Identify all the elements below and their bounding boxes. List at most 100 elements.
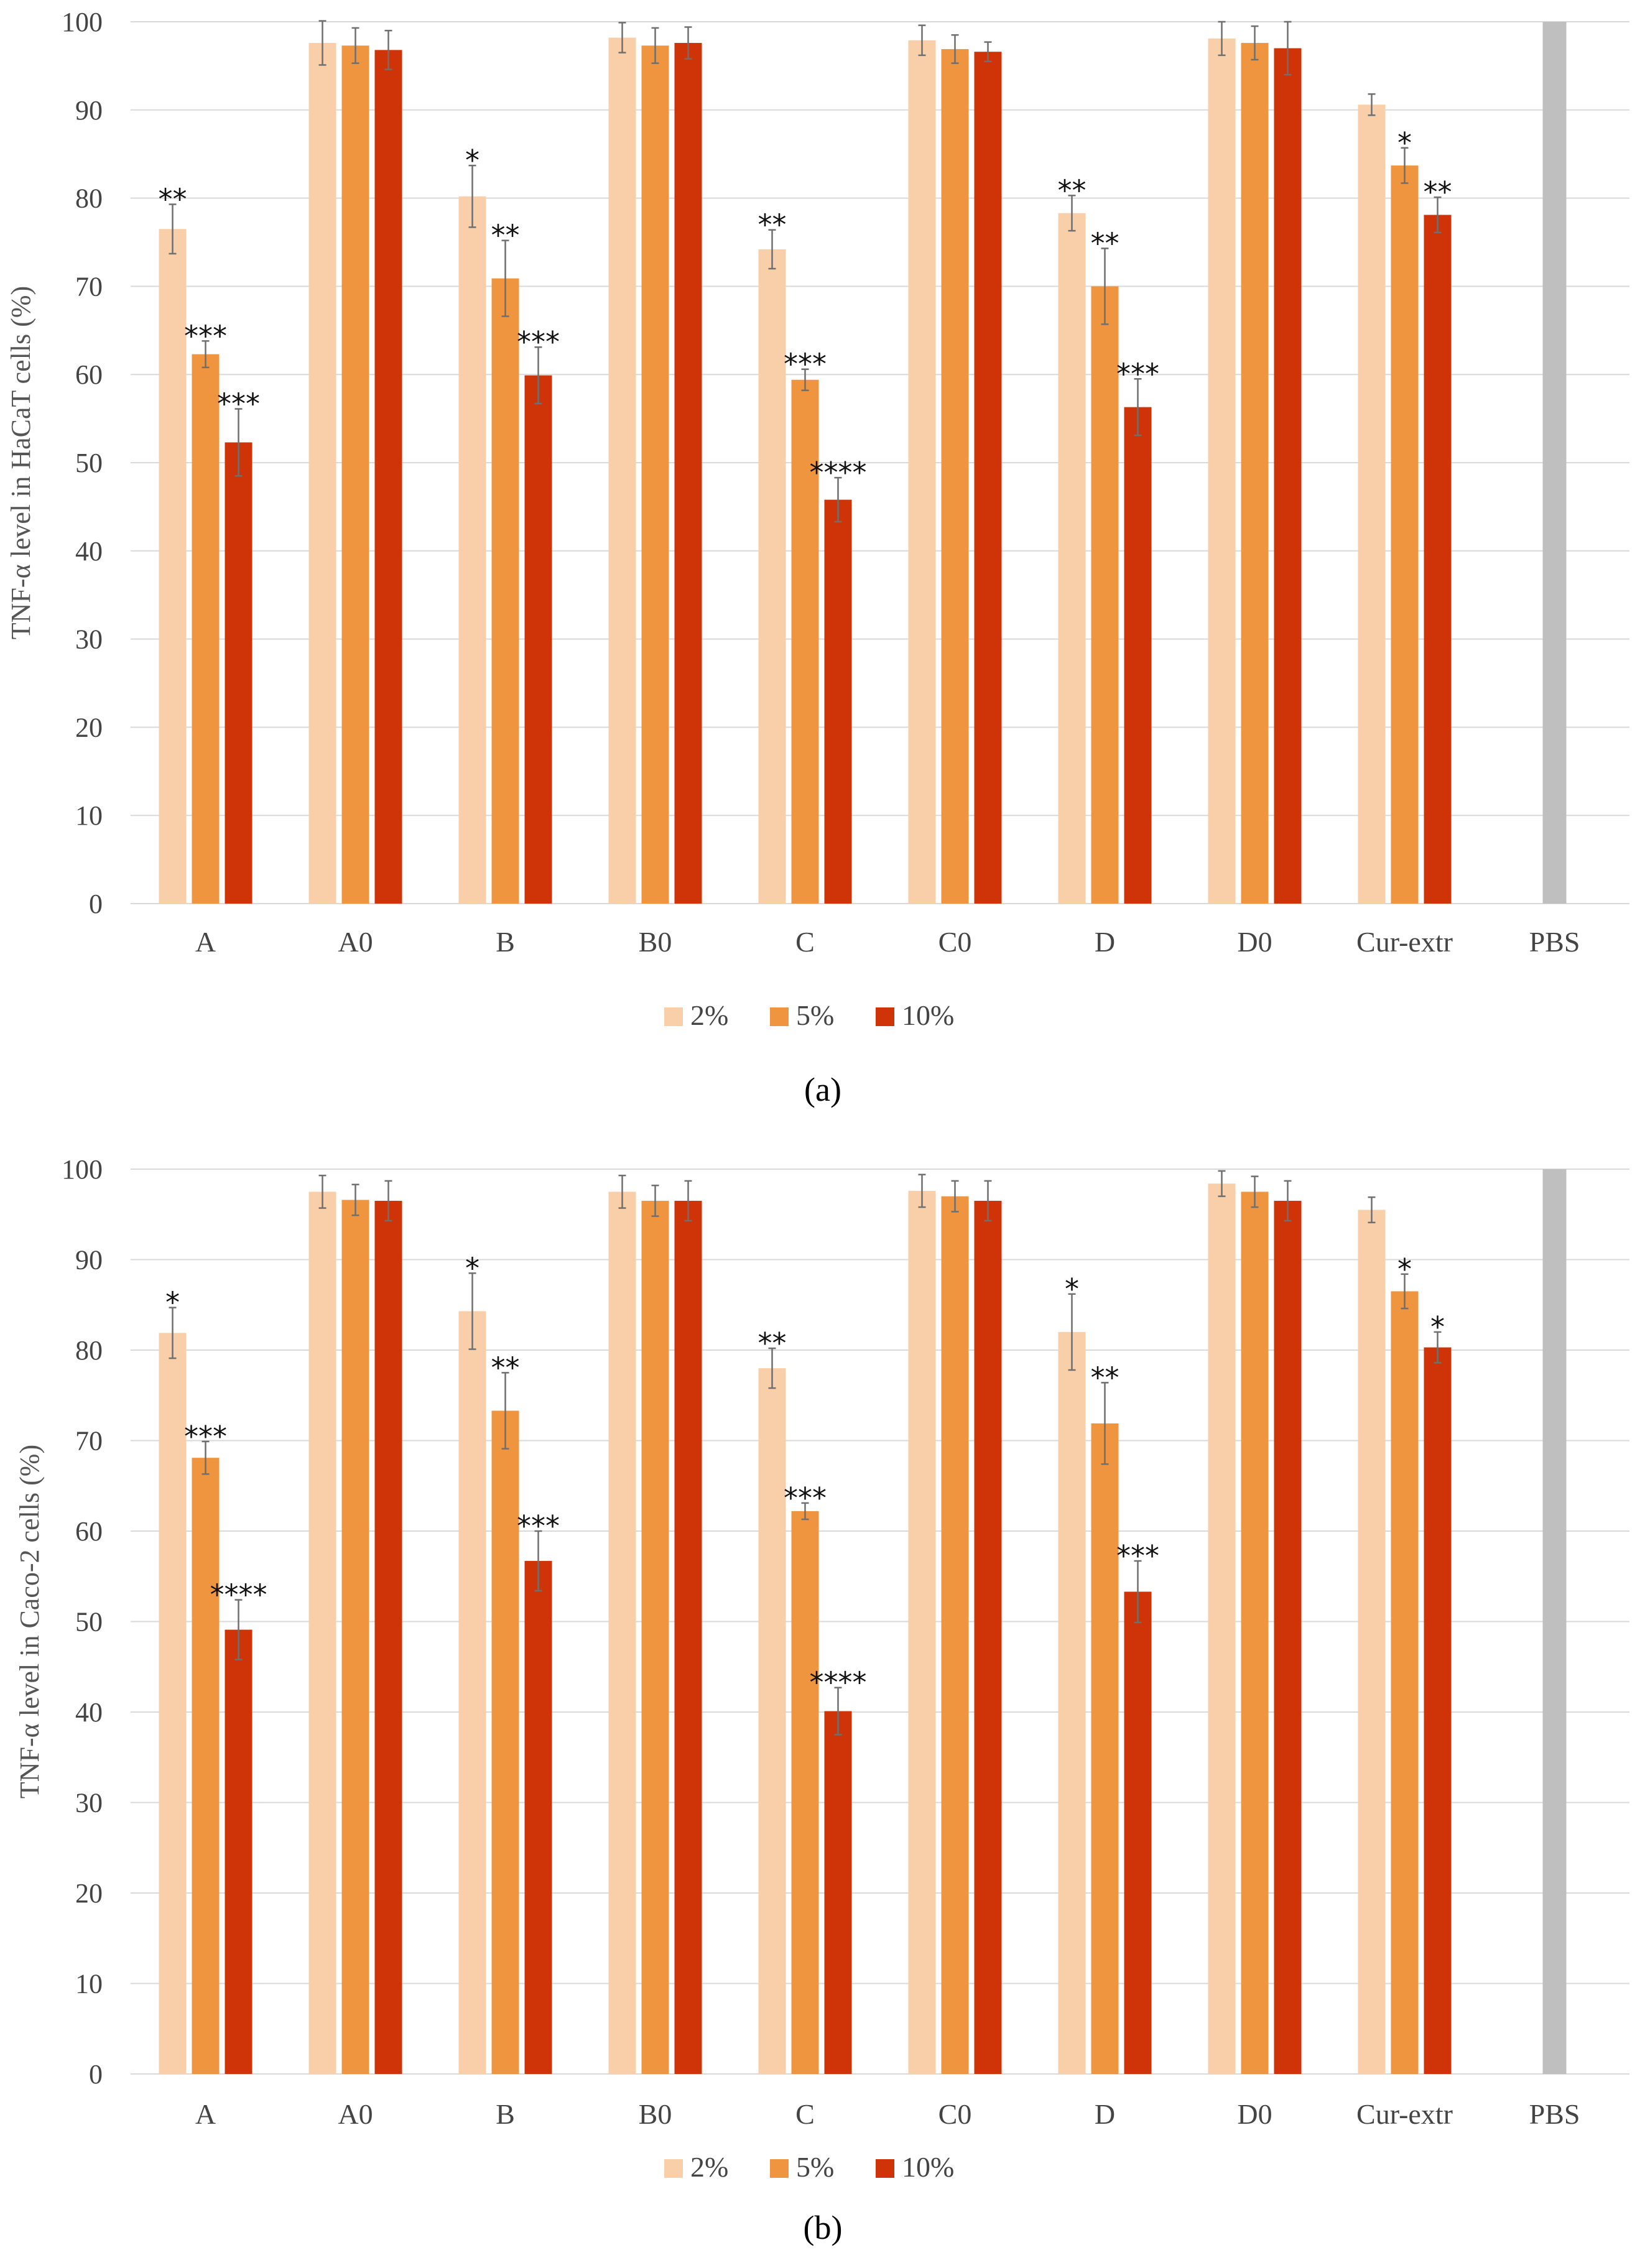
bar-a0-5pct: [341, 45, 369, 904]
bar-a0-10pct: [374, 1200, 402, 2074]
bar-b0-10pct: [674, 1200, 702, 2074]
significance-label: *: [465, 1251, 480, 1285]
significance-label: ***: [517, 325, 560, 359]
panel-caption: (b): [804, 2209, 843, 2246]
significance-label: **: [159, 183, 187, 216]
significance-label: ***: [1116, 1539, 1159, 1573]
y-tick-label: 20: [75, 712, 103, 743]
y-tick-label: 40: [75, 536, 103, 567]
significance-label: ***: [784, 348, 827, 381]
y-axis-label: TNF-α level in Caco-2 cells (%): [14, 1445, 45, 1798]
bar-a0-2pct: [308, 1192, 336, 2074]
bar-pbs: [1542, 22, 1567, 904]
y-tick-label: 100: [62, 7, 103, 37]
significance-label: **: [491, 1351, 520, 1384]
bar-cur-extr-10pct: [1424, 215, 1452, 904]
significance-label: **: [1424, 175, 1452, 209]
y-tick-label: 60: [75, 1516, 103, 1547]
significance-label: *: [1397, 126, 1412, 160]
bar-d0-2pct: [1208, 1183, 1236, 2074]
significance-label: ****: [210, 1578, 267, 1612]
bar-b0-5pct: [641, 1200, 669, 2074]
y-tick-label: 10: [75, 800, 103, 831]
bar-d-2pct: [1058, 1331, 1086, 2074]
bar-a-2pct: [159, 1333, 187, 2074]
bar-c0-10pct: [974, 52, 1002, 904]
bar-d-2pct: [1058, 213, 1086, 904]
legend-label: 10%: [902, 2151, 954, 2183]
x-category-label: C0: [938, 926, 972, 958]
y-tick-label: 10: [75, 1969, 103, 1999]
bar-c0-10pct: [974, 1200, 1002, 2074]
x-category-label: A: [195, 2098, 216, 2130]
bar-b-10pct: [524, 375, 552, 904]
legend-label: 5%: [796, 999, 834, 1031]
bar-pbs: [1542, 1169, 1567, 2074]
x-category-label: D0: [1237, 926, 1272, 958]
x-category-label: C: [795, 926, 815, 958]
bar-c0-5pct: [941, 1196, 969, 2074]
x-category-label: A0: [338, 2098, 373, 2130]
bar-b-5pct: [491, 1410, 519, 2074]
x-category-label: C0: [938, 2098, 972, 2130]
y-tick-label: 70: [75, 1426, 103, 1456]
y-tick-label: 90: [75, 95, 103, 126]
x-category-label: Cur-extr: [1356, 2098, 1453, 2130]
chart-a: 0 10 20 30 40 50 60 70 80 90 100 TNF-α level in HaC…: [6, 7, 1629, 1108]
significance-label: **: [1091, 226, 1119, 260]
x-category-label: A: [195, 926, 216, 958]
bar-b0-5pct: [641, 45, 669, 904]
y-tick-label: 100: [62, 1154, 103, 1185]
x-category-label: PBS: [1529, 2098, 1580, 2130]
bar-b-2pct: [458, 196, 486, 904]
x-category-label: B0: [639, 926, 672, 958]
significance-label: ***: [217, 387, 260, 421]
x-category-label: PBS: [1529, 926, 1580, 958]
x-category-label: A0: [338, 926, 373, 958]
legend-label: 2%: [690, 999, 728, 1031]
significance-label: ***: [517, 1509, 560, 1543]
significance-label: **: [1058, 174, 1087, 207]
bar-a0-10pct: [374, 50, 402, 904]
significance-label: **: [758, 1326, 787, 1360]
bar-d0-10pct: [1274, 1200, 1302, 2074]
bar-a0-2pct: [308, 43, 336, 904]
bar-b-5pct: [491, 278, 519, 904]
bar-d-10pct: [1124, 1591, 1152, 2074]
y-tick-label: 70: [75, 271, 103, 302]
bar-d-5pct: [1091, 1423, 1119, 2074]
legend-label: 5%: [796, 2151, 834, 2183]
bar-cur-extr-5pct: [1391, 1291, 1419, 2074]
bar-a-5pct: [192, 354, 220, 904]
bar-c0-2pct: [908, 1190, 936, 2074]
bar-b0-2pct: [608, 1192, 636, 2074]
significance-label: **: [1091, 1361, 1119, 1394]
x-category-label: Cur-extr: [1356, 926, 1453, 958]
bar-c0-2pct: [908, 40, 936, 904]
x-category-label: D0: [1237, 2098, 1272, 2130]
bar-d0-5pct: [1241, 43, 1269, 904]
significance-label: *: [1430, 1310, 1445, 1344]
bar-cur-extr-5pct: [1391, 165, 1419, 904]
y-tick-label: 30: [75, 1788, 103, 1818]
bar-c-10pct: [824, 1711, 852, 2074]
bar-d-10pct: [1124, 407, 1152, 904]
y-tick-label: 50: [75, 448, 103, 478]
significance-label: ***: [184, 1420, 227, 1453]
bar-c0-5pct: [941, 49, 969, 904]
x-category-label: B0: [639, 2098, 672, 2130]
legend-label: 10%: [902, 999, 954, 1031]
significance-label: *: [1065, 1272, 1079, 1306]
bar-b-2pct: [458, 1311, 486, 2074]
legend-swatch: [876, 1007, 894, 1026]
bar-c-2pct: [758, 249, 786, 904]
y-tick-label: 20: [75, 1878, 103, 1909]
x-category-label: C: [795, 2098, 815, 2130]
y-axis-label: TNF-α level in HaCaT cells (%): [6, 286, 36, 639]
y-tick-label: 60: [75, 359, 103, 390]
chart-b: 0 10 20 30 40 50 60 70 80 90 100 TNF-α level in Cac…: [14, 1154, 1629, 2246]
legend-swatch: [770, 1007, 789, 1026]
bar-b-10pct: [524, 1561, 552, 2074]
bar-d-5pct: [1091, 286, 1119, 904]
legend-swatch: [664, 1007, 683, 1026]
